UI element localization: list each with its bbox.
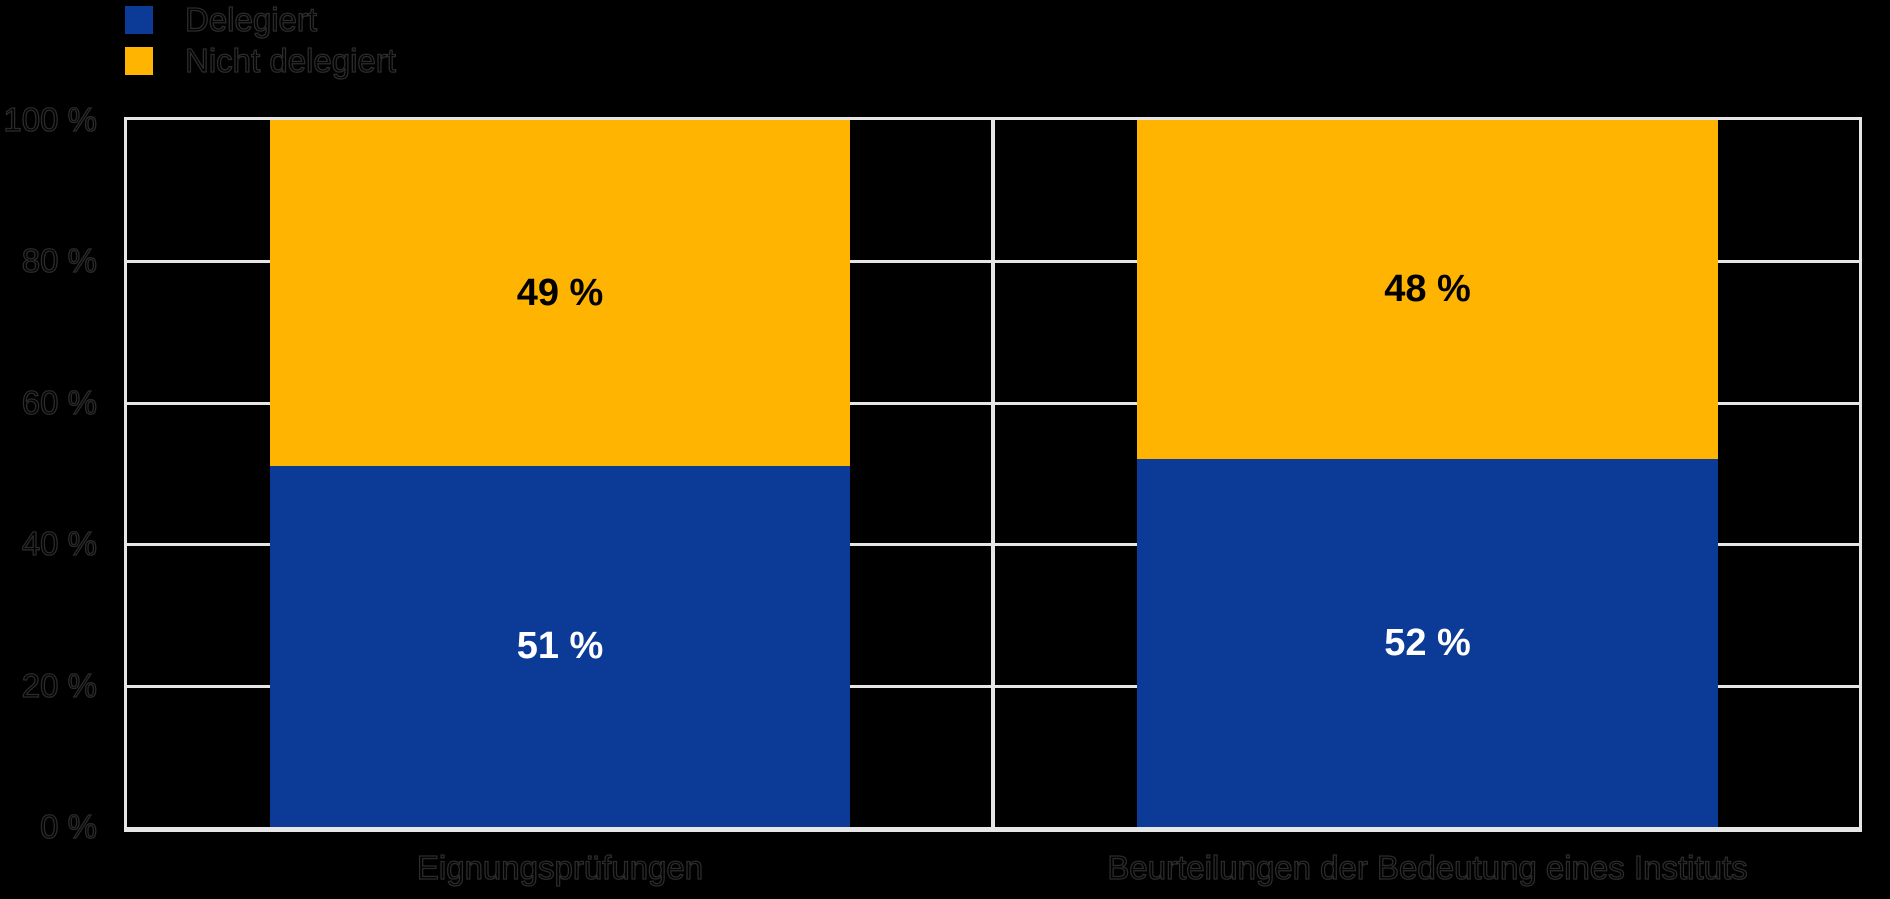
bar-1-value-label: 51 %	[516, 625, 604, 668]
legend-item-delegiert: Delegiert	[125, 1, 396, 38]
bar-2-segment-delegiert: 52 %	[1137, 459, 1718, 827]
legend-label-delegiert: Delegiert	[184, 1, 318, 38]
bar-1-segment-delegiert: 51 %	[270, 466, 850, 827]
legend-swatch-nicht-delegiert-icon	[125, 47, 153, 75]
y-axis-tick-label-40: 40 %	[21, 525, 98, 563]
bar-2-segment-nicht-delegiert: 48 %	[1137, 120, 1718, 460]
bar-2-value-label: 52 %	[1384, 621, 1471, 664]
legend-label-nicht-delegiert: Nicht delegiert	[184, 42, 396, 79]
stacked-bar-2: 48 % 52 %	[1137, 120, 1718, 827]
y-axis-tick-label-0: 0 %	[39, 807, 97, 845]
plot-area: 49 % 51 % 48 % 52 %	[124, 117, 1862, 832]
y-axis-tick-label-20: 20 %	[21, 666, 98, 704]
legend-swatch-delegiert-icon	[125, 6, 153, 34]
category-divider-line	[991, 120, 995, 827]
x-axis-category-label-2: Beurteilungen der Bedeutung eines Instit…	[1107, 848, 1749, 886]
bar-2-value-label: 48 %	[1384, 268, 1471, 311]
bar-1-value-label: 49 %	[516, 271, 604, 314]
y-axis-tick-label-100: 100 %	[3, 100, 98, 138]
x-axis-category-label-1: Eignungsprüfungen	[416, 848, 704, 886]
y-axis-tick-label-60: 60 %	[21, 383, 98, 421]
stacked-bar-1: 49 % 51 %	[270, 120, 850, 827]
legend-item-nicht-delegiert: Nicht delegiert	[125, 42, 397, 79]
legend: Delegiert Nicht delegiert	[125, 1, 397, 88]
bar-1-segment-nicht-delegiert: 49 %	[270, 120, 850, 467]
y-axis-tick-label-80: 80 %	[21, 242, 98, 280]
